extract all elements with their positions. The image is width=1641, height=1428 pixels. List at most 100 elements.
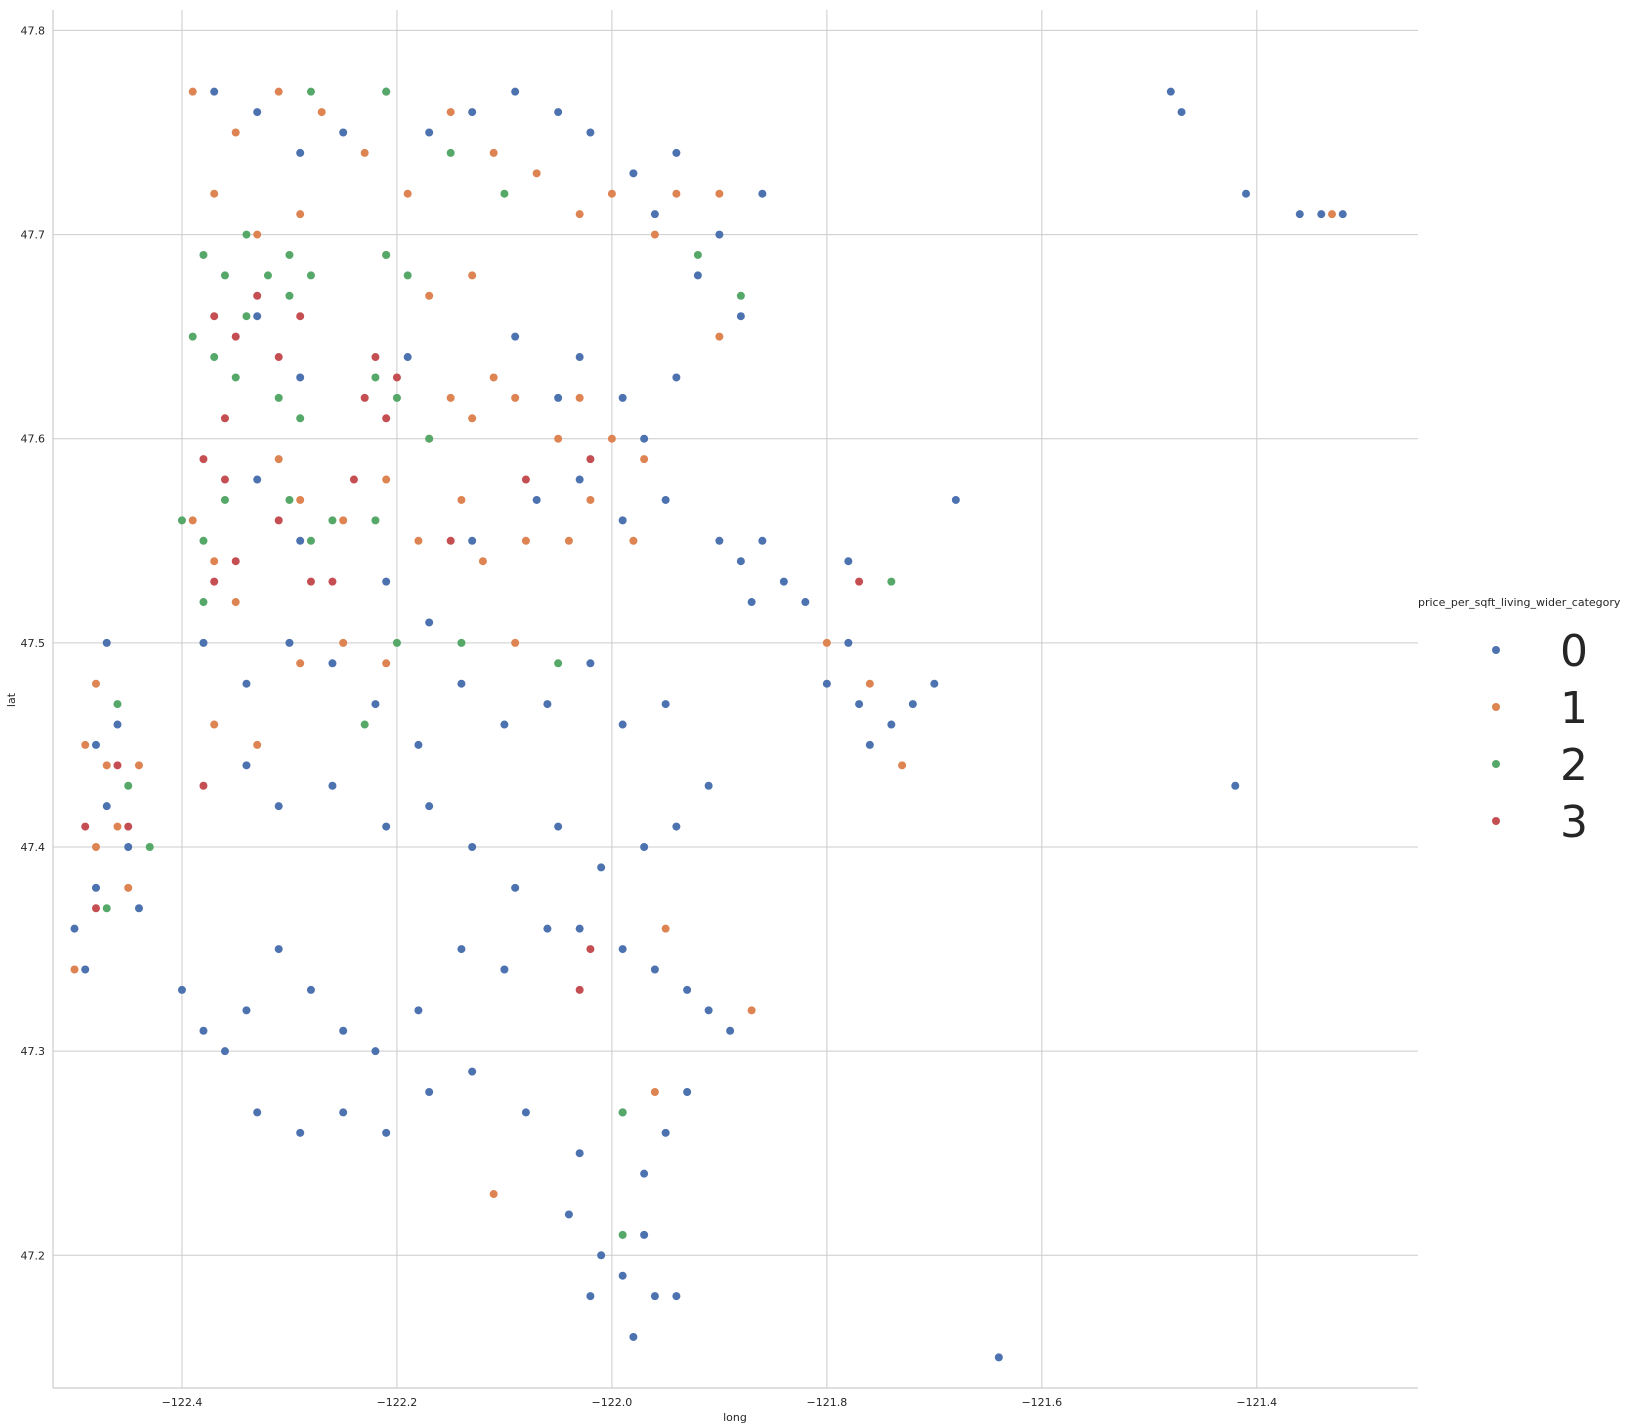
data-point xyxy=(532,169,541,178)
data-point xyxy=(371,353,380,362)
y-tick-label: 47.3 xyxy=(21,1045,46,1058)
legend-label-3: 3 xyxy=(1560,797,1588,848)
data-point xyxy=(296,536,305,545)
data-point xyxy=(1317,210,1326,219)
data-point xyxy=(253,740,262,749)
data-point xyxy=(446,393,455,402)
data-point xyxy=(199,455,208,464)
data-point xyxy=(887,720,896,729)
data-point xyxy=(425,128,434,137)
data-point xyxy=(554,393,563,402)
legend-marker-2 xyxy=(1492,760,1500,768)
data-point xyxy=(446,148,455,157)
x-tick-label: −121.6 xyxy=(1021,1396,1062,1409)
data-point xyxy=(253,291,262,300)
data-point xyxy=(242,312,251,321)
data-point xyxy=(1177,108,1186,117)
data-point xyxy=(113,761,122,770)
data-point xyxy=(253,108,262,117)
data-point xyxy=(124,883,133,892)
data-point xyxy=(263,271,272,280)
data-point xyxy=(844,638,853,647)
data-point xyxy=(994,1353,1003,1362)
data-point xyxy=(554,659,563,668)
data-point xyxy=(597,863,606,872)
data-point xyxy=(382,87,391,96)
data-point xyxy=(468,843,477,852)
data-point xyxy=(457,945,466,954)
data-point xyxy=(532,495,541,504)
data-point xyxy=(360,720,369,729)
data-point xyxy=(661,924,670,933)
data-point xyxy=(113,822,122,831)
data-point xyxy=(489,148,498,157)
data-point xyxy=(575,210,584,219)
data-point xyxy=(457,495,466,504)
data-point xyxy=(199,1026,208,1035)
data-point xyxy=(478,557,487,566)
x-tick-label: −121.8 xyxy=(806,1396,847,1409)
data-point xyxy=(306,536,315,545)
data-point xyxy=(693,250,702,259)
data-point xyxy=(70,924,79,933)
data-point xyxy=(1231,781,1240,790)
data-point xyxy=(575,924,584,933)
data-point xyxy=(575,353,584,362)
data-point xyxy=(575,393,584,402)
data-point xyxy=(328,577,337,586)
data-point xyxy=(210,87,219,96)
data-point xyxy=(91,679,100,688)
series-1 xyxy=(70,87,1337,1199)
data-point xyxy=(220,271,229,280)
data-point xyxy=(253,1108,262,1117)
data-point xyxy=(640,843,649,852)
data-point xyxy=(285,495,294,504)
data-point xyxy=(296,312,305,321)
data-point xyxy=(328,516,337,525)
data-point xyxy=(554,108,563,117)
data-point xyxy=(457,679,466,688)
data-point xyxy=(70,965,79,974)
data-point xyxy=(371,700,380,709)
data-point xyxy=(908,700,917,709)
data-point xyxy=(328,659,337,668)
data-point xyxy=(511,883,520,892)
data-point xyxy=(511,638,520,647)
data-point xyxy=(618,516,627,525)
data-point xyxy=(220,495,229,504)
data-point xyxy=(177,985,186,994)
y-tick-label: 47.8 xyxy=(21,24,46,37)
data-point xyxy=(865,740,874,749)
data-point xyxy=(113,720,122,729)
data-point xyxy=(607,189,616,198)
y-tick-label: 47.7 xyxy=(21,229,46,242)
data-point xyxy=(124,843,133,852)
data-point xyxy=(188,87,197,96)
legend: price_per_sqft_living_wider_category 0 1 2… xyxy=(1418,596,1621,848)
data-point xyxy=(650,230,659,239)
data-point xyxy=(801,598,810,607)
data-point xyxy=(629,1332,638,1341)
data-point xyxy=(736,291,745,300)
data-point xyxy=(102,761,111,770)
data-point xyxy=(253,475,262,484)
y-tick-label: 47.5 xyxy=(21,637,46,650)
data-point xyxy=(360,148,369,157)
data-point xyxy=(468,1067,477,1076)
data-point xyxy=(231,332,240,341)
x-tick-label: −122.4 xyxy=(162,1396,203,1409)
data-point xyxy=(296,1128,305,1137)
data-point xyxy=(414,740,423,749)
data-point xyxy=(672,373,681,382)
data-point xyxy=(693,271,702,280)
data-point xyxy=(554,822,563,831)
data-point xyxy=(371,373,380,382)
data-point xyxy=(306,985,315,994)
data-point xyxy=(296,210,305,219)
data-point xyxy=(575,1149,584,1158)
data-point xyxy=(382,822,391,831)
data-point xyxy=(210,353,219,362)
data-point xyxy=(672,1292,681,1301)
data-point xyxy=(177,516,186,525)
data-point xyxy=(715,230,724,239)
